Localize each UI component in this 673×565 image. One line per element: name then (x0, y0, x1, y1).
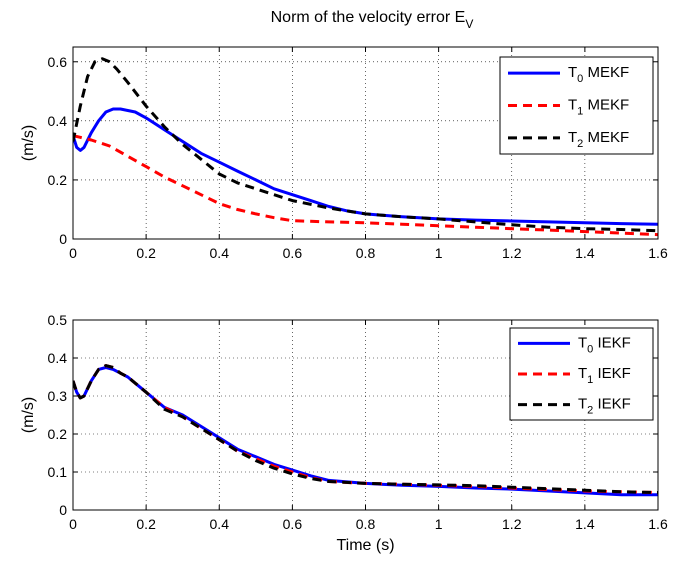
y-tick-label: 0.6 (48, 54, 68, 70)
x-tick-label: 0.8 (356, 245, 376, 261)
y-tick-label: 0 (59, 502, 67, 518)
y-tick-label: 0.2 (48, 172, 68, 188)
legend-label-sub: 2 (577, 138, 583, 150)
legend-label-sub: 0 (577, 73, 583, 85)
legend-label-main: T (568, 64, 577, 81)
legend-label: T1 MEKF (568, 97, 629, 118)
legend-label-main: T (578, 396, 587, 413)
legend-label: T0 IEKF (578, 334, 631, 355)
x-tick-label: 1.4 (575, 245, 595, 261)
legend-label-sub: 1 (587, 374, 593, 386)
x-tick-label: 0 (69, 516, 77, 532)
figure-title-main: Norm of the velocity error E (271, 9, 466, 26)
legend-label-sub: 0 (587, 343, 593, 355)
figure-title: Norm of the velocity error EV (271, 9, 474, 31)
x-tick-label: 1.2 (502, 245, 522, 261)
legend-label-rest: MEKF (583, 129, 629, 146)
x-axis-label: Time (s) (336, 537, 394, 554)
x-tick-label: 0.4 (210, 516, 230, 532)
top-plot-panel: 0 0.2 0.4 0.6 0.8 1 1.2 1.4 1.600.20.40.6(m/s)T0… (20, 46, 668, 261)
y-tick-label: 0.1 (48, 464, 68, 480)
legend-label: T1 IEKF (578, 365, 631, 386)
series-line-t2-iekf (73, 364, 658, 494)
y-tick-label: 0.5 (48, 312, 68, 328)
bottom-plot-panel: 0 0.2 0.4 0.6 0.8 1 1.2 1.4 1.6 0 0.1 0.2 0.3 0.4 0.5 (… (20, 312, 668, 554)
legend-label-rest: MEKF (583, 97, 629, 114)
x-tick-label: 0 (69, 245, 77, 261)
x-tick-label: 1.4 (575, 516, 595, 532)
legend-label-main: T (578, 365, 587, 382)
x-tick-label: 1.6 (648, 516, 668, 532)
x-tick-label: 0.4 (210, 245, 230, 261)
legend-label-rest: IEKF (593, 396, 631, 413)
legend-label: T2 IEKF (578, 396, 631, 417)
y-axis-label: (m/s) (20, 125, 37, 161)
legend-label-rest: MEKF (583, 64, 629, 81)
y-tick-label: 0.4 (48, 113, 68, 129)
x-tick-label: 0.2 (136, 516, 156, 532)
x-tick-label: 0.6 (283, 516, 303, 532)
legend-label-sub: 2 (587, 405, 593, 417)
x-tick-label: 1.2 (502, 516, 522, 532)
axes-frame (72, 319, 659, 511)
y-tick-label: 0.2 (48, 426, 68, 442)
y-tick-label: 0.4 (48, 350, 68, 366)
legend-label-rest: IEKF (593, 334, 631, 351)
legend-label-sub: 1 (577, 106, 583, 118)
x-tick-label: 0.2 (136, 245, 156, 261)
y-tick-label: 0 (59, 231, 67, 247)
legend-label-main: T (578, 334, 587, 351)
x-tick-label: 1 (435, 516, 443, 532)
x-tick-label: 1.6 (648, 245, 668, 261)
x-tick-label: 0.8 (356, 516, 376, 532)
series-line-t2-mekf (73, 57, 658, 233)
legend-label: T0 MEKF (568, 64, 629, 85)
y-tick-label: 0.3 (48, 388, 68, 404)
y-axis-label: (m/s) (20, 397, 37, 433)
legend-label-main: T (568, 97, 577, 114)
x-tick-label: 1 (435, 245, 443, 261)
series-line-t1-mekf (73, 134, 658, 237)
x-tick-label: 0.6 (283, 245, 303, 261)
legend-label-rest: IEKF (593, 365, 631, 382)
figure-title-sub: V (465, 17, 473, 31)
legend-label: T2 MEKF (568, 129, 629, 150)
axes-frame (72, 46, 659, 240)
legend-label-main: T (568, 129, 577, 146)
